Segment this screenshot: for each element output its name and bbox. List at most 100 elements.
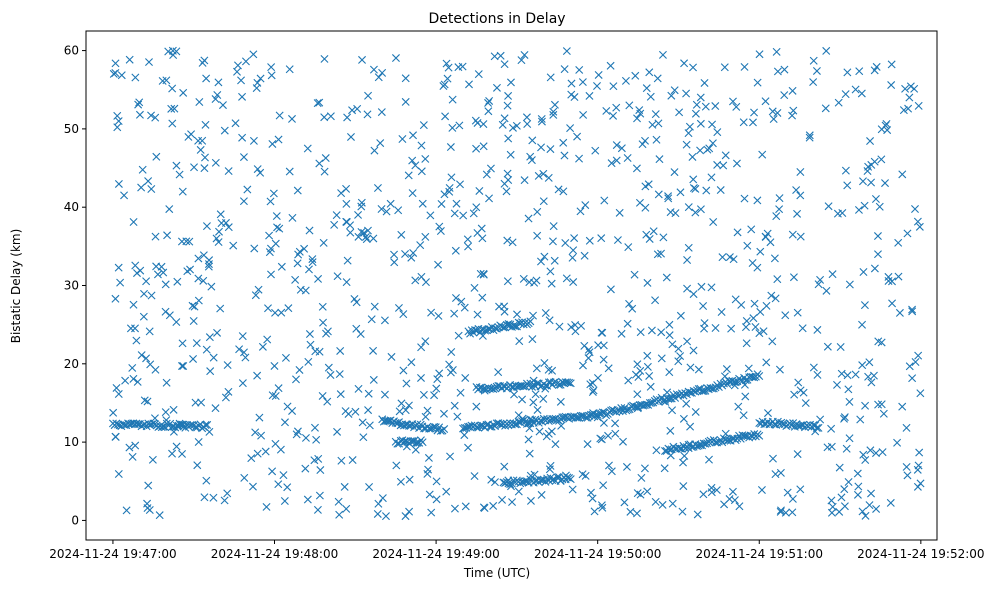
track-detection-point — [699, 439, 708, 448]
detection-point — [144, 177, 153, 186]
detection-point — [709, 218, 718, 226]
detection-point — [637, 473, 646, 482]
detection-point — [133, 377, 142, 386]
x-tick-label: 2024-11-24 19:52:00 — [857, 547, 984, 561]
detection-point — [113, 111, 122, 120]
detection-point — [238, 332, 247, 341]
detection-point — [200, 493, 209, 502]
detection-point — [256, 168, 265, 177]
detection-point — [647, 326, 656, 335]
detection-point — [840, 414, 849, 423]
detection-point — [619, 437, 627, 446]
detection-point — [189, 317, 198, 325]
detection-point — [888, 299, 897, 308]
track-detection-point — [561, 378, 570, 387]
detection-point — [461, 373, 470, 382]
detection-point — [117, 71, 126, 80]
detection-point — [597, 328, 606, 337]
detection-point — [451, 294, 460, 302]
detection-point — [679, 458, 688, 467]
detection-point — [841, 90, 850, 99]
detection-point — [635, 106, 644, 115]
detection-point — [323, 327, 332, 336]
detection-point — [179, 362, 188, 371]
detection-point — [908, 307, 917, 316]
detection-point — [220, 126, 229, 135]
detection-point — [607, 467, 616, 476]
detection-point — [904, 104, 913, 113]
detection-point — [670, 86, 679, 95]
detection-point — [335, 510, 344, 519]
detection-point — [408, 189, 417, 198]
detection-point — [131, 441, 140, 450]
detection-point — [264, 304, 272, 313]
detection-point — [812, 66, 821, 75]
detection-point — [397, 230, 406, 239]
detection-point — [194, 254, 203, 263]
detection-point — [742, 339, 751, 348]
detection-point — [794, 378, 803, 387]
detection-point — [262, 502, 271, 511]
detection-point — [599, 418, 608, 427]
detection-point — [342, 184, 351, 193]
detection-point — [916, 389, 925, 398]
detection-point — [716, 186, 725, 195]
detection-point — [407, 253, 416, 262]
detection-point — [520, 176, 529, 185]
detection-point — [216, 210, 225, 219]
detection-point — [682, 140, 691, 149]
detection-point — [440, 190, 449, 199]
detection-point — [450, 309, 459, 318]
detection-point — [411, 276, 420, 285]
detection-point — [129, 300, 138, 309]
detection-point — [861, 511, 870, 520]
detection-point — [314, 274, 323, 283]
detection-point — [268, 391, 277, 400]
detection-point — [580, 251, 589, 260]
detection-point — [241, 353, 250, 362]
track-detection-point — [566, 379, 575, 388]
detection-point — [554, 185, 563, 194]
detection-point — [707, 488, 716, 497]
detection-point — [517, 56, 526, 65]
detection-point — [315, 491, 324, 500]
detection-point — [908, 305, 917, 314]
detection-point — [624, 376, 633, 385]
detection-point — [148, 455, 157, 464]
detection-point — [700, 78, 709, 87]
track-detection-point — [383, 416, 392, 425]
detection-point — [537, 117, 546, 126]
detection-point — [712, 486, 721, 495]
detection-point — [789, 273, 798, 282]
detection-point — [640, 464, 649, 473]
detection-point — [854, 482, 863, 491]
detection-point — [525, 278, 534, 287]
detection-point — [744, 364, 753, 373]
detection-point — [732, 102, 741, 111]
detection-point — [822, 286, 831, 295]
detection-point — [486, 164, 495, 173]
detection-point — [623, 154, 632, 163]
detection-point — [652, 446, 661, 455]
detection-point — [684, 243, 693, 252]
detection-point — [333, 427, 342, 436]
detection-point — [512, 121, 521, 130]
detection-point — [369, 234, 378, 243]
detection-point — [378, 68, 387, 77]
track-detection-point — [167, 422, 176, 431]
detection-point — [269, 189, 278, 198]
detection-point — [211, 404, 220, 413]
detection-point — [720, 63, 729, 72]
detection-point — [898, 402, 907, 411]
detection-point — [401, 249, 410, 258]
detection-point — [275, 111, 284, 120]
detection-point — [590, 507, 599, 516]
detection-point — [775, 365, 784, 374]
detection-point — [142, 354, 151, 363]
detection-point — [837, 493, 846, 502]
detection-point — [821, 104, 830, 113]
detection-point — [721, 429, 730, 438]
detection-point — [562, 47, 571, 56]
detection-point — [858, 177, 867, 186]
